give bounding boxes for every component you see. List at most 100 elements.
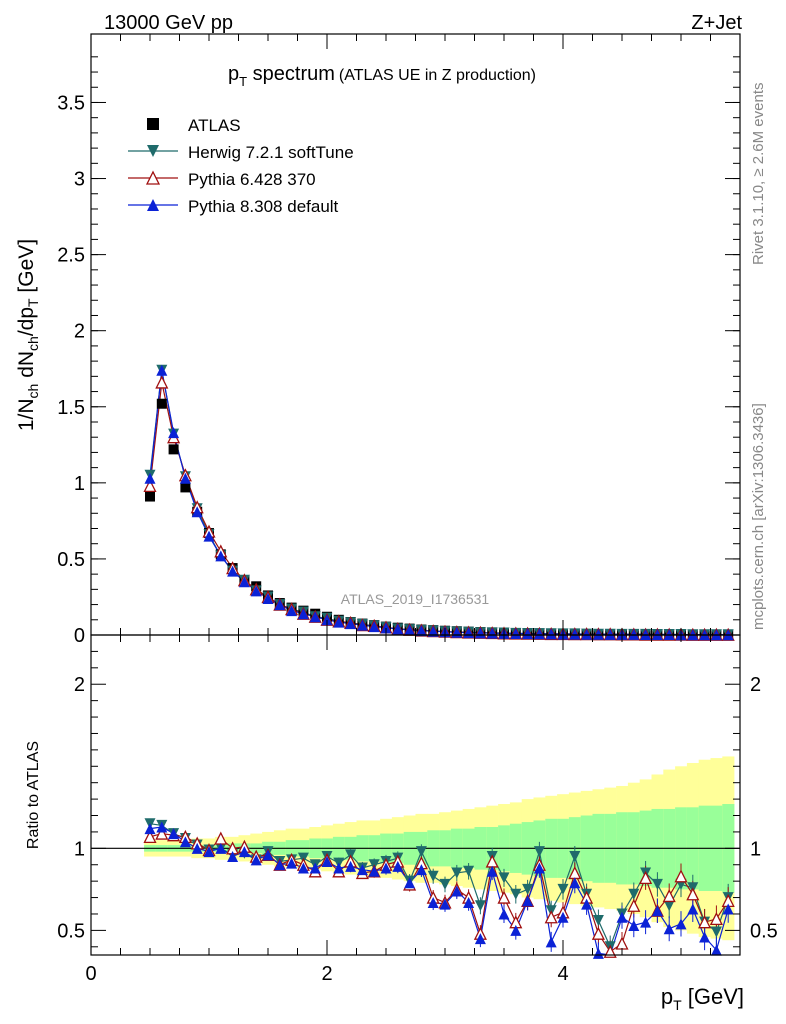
ratio-point [345, 860, 357, 872]
ratio-point [486, 865, 498, 877]
data-point [628, 628, 640, 640]
ratio-point [569, 877, 581, 889]
data-point [545, 628, 557, 640]
x-tick-label: 4 [557, 963, 568, 985]
data-point [155, 375, 169, 389]
ratio-point [592, 947, 604, 959]
legend-label: Herwig 7.2.1 softTune [188, 143, 354, 162]
data-point [415, 625, 427, 637]
ratio-point [662, 888, 676, 903]
ratio-point [545, 936, 557, 948]
ratio-point [286, 857, 298, 869]
ratio-point [498, 872, 510, 884]
ratio-point [640, 916, 652, 928]
ratio-point [155, 826, 169, 840]
ratio-point [238, 846, 250, 858]
legend-marker [145, 170, 161, 185]
plot-title-note: (ATLAS UE in Z production) [339, 67, 536, 84]
data-point [486, 627, 498, 639]
ratio-point [569, 851, 581, 863]
ratio-y-tick-label: 0.5 [57, 920, 85, 942]
ratio-point [439, 878, 451, 890]
ratio-point [709, 911, 723, 926]
data-point [345, 618, 357, 630]
ratio-point [687, 903, 699, 915]
data-point [227, 565, 239, 577]
ratio-point [639, 870, 653, 885]
ratio-point [510, 888, 522, 900]
ratio-point [627, 898, 641, 912]
xlabel: pT [GeV] [661, 984, 744, 1013]
header-left: 13000 GeV pp [104, 12, 233, 34]
plot-title: pT spectrum (ATLAS UE in Z production) [228, 63, 536, 89]
ratio-point [427, 896, 439, 908]
data-point [356, 619, 368, 631]
data-point [510, 627, 522, 639]
legend: ATLAS Herwig 7.2.1 softTune Pythia 6.428 3… [128, 116, 354, 216]
ratio-point [380, 862, 392, 874]
data-point [144, 472, 156, 484]
data-point [604, 628, 616, 640]
ratio-point [415, 864, 427, 876]
plot-title-p: p [228, 63, 239, 85]
ratio-point [474, 933, 486, 945]
data-point [143, 478, 157, 493]
data-point [262, 592, 274, 604]
y-tick-label: 1 [74, 473, 85, 495]
ratio-point [522, 895, 534, 907]
data-point [569, 628, 581, 640]
data-point [522, 628, 534, 640]
ratio-point [168, 828, 180, 840]
mcplots-label: mcplots.cern.ch [arXiv:1306.3436] [750, 403, 767, 630]
legend-label: Pythia 6.428 370 [188, 170, 316, 189]
data-point [380, 622, 392, 634]
y-tick-label: 1.5 [57, 397, 85, 419]
data-point [286, 605, 298, 617]
data-point [250, 585, 262, 597]
ratio-point [156, 821, 168, 833]
data-point [404, 624, 416, 636]
ratio-point [463, 865, 475, 877]
plot-title-sub: T [239, 74, 247, 89]
ratio-point [557, 883, 569, 895]
data-point [168, 444, 179, 455]
y-tick-label: 2 [74, 321, 85, 343]
y-tick-label: 2.5 [57, 245, 85, 267]
ratio-point [592, 915, 604, 927]
ratio-point [533, 862, 545, 874]
main-ylabel: 1/Nch dNch/dpT [GeV] [15, 239, 41, 431]
ratio-point [321, 855, 333, 867]
ratio-point [404, 877, 416, 889]
ratio-point [262, 849, 274, 861]
ratio-point [591, 926, 605, 940]
data-point [191, 506, 203, 518]
ratio-point [663, 900, 675, 912]
ratio-point [392, 860, 404, 872]
legend-marker [147, 118, 159, 130]
rivet-label: Rivet 3.1.10, ≥ 2.6M events [750, 83, 767, 266]
ratio-point [356, 864, 368, 876]
x-tick-label: 2 [321, 963, 332, 985]
y-tick-label: 0.5 [57, 549, 85, 571]
ratio-point [463, 896, 475, 908]
ratio-point [498, 908, 510, 920]
ratio-point [651, 878, 663, 890]
ratio-point [309, 862, 321, 874]
data-point [203, 530, 215, 542]
data-point [238, 576, 250, 588]
ratio-point [522, 883, 534, 895]
legend-label: Pythia 8.308 default [188, 197, 339, 216]
data-point [297, 608, 309, 620]
data-point [368, 621, 380, 633]
ratio-point [722, 903, 734, 915]
data-point [168, 427, 180, 439]
ratio-point [698, 915, 712, 929]
ratio-point [297, 862, 309, 874]
y-tick-label: 3 [74, 169, 85, 191]
data-point [274, 599, 286, 611]
ratio-point [674, 869, 688, 883]
ratio-y-tick-label-right: 2 [750, 674, 761, 696]
ratio-point [274, 859, 286, 871]
ratio-point [544, 910, 558, 924]
